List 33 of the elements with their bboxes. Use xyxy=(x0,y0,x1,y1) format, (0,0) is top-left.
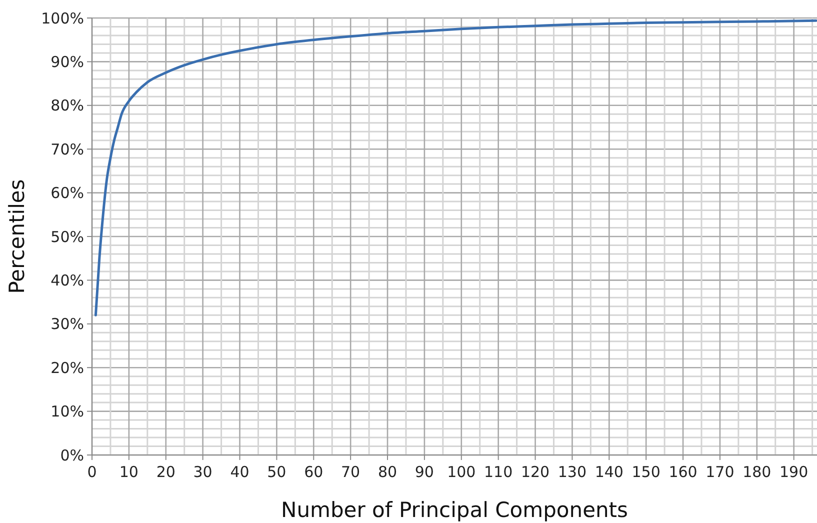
y-tick-label: 90% xyxy=(50,52,84,71)
x-tick-label: 10 xyxy=(119,463,138,481)
y-tick-label: 40% xyxy=(50,271,84,290)
y-axis-title: Percentiles xyxy=(5,179,29,294)
y-tick-label: 30% xyxy=(50,315,84,334)
x-tick-label: 110 xyxy=(484,463,513,481)
y-tick-label: 0% xyxy=(60,446,84,464)
x-tick-label: 130 xyxy=(558,463,587,481)
x-axis-title: Number of Principal Components xyxy=(281,498,628,522)
x-tick-label: 0 xyxy=(87,463,97,481)
x-tick-label: 90 xyxy=(414,463,434,481)
x-tick-label: 80 xyxy=(378,463,398,481)
x-tick-label: 60 xyxy=(304,463,324,481)
x-tick-label: 190 xyxy=(780,463,808,481)
y-tick-label: 50% xyxy=(50,228,84,246)
y-tick-label: 70% xyxy=(50,140,84,158)
x-tick-label: 70 xyxy=(341,463,360,481)
y-tick-label: 80% xyxy=(50,96,84,115)
x-tick-label: 50 xyxy=(267,463,286,481)
x-tick-label: 30 xyxy=(193,463,212,481)
x-tick-label: 40 xyxy=(230,463,250,481)
x-tick-label: 140 xyxy=(594,463,624,481)
x-tick-label: 120 xyxy=(520,463,550,481)
x-tick-label: 100 xyxy=(447,463,476,481)
y-tick-label: 20% xyxy=(50,358,84,377)
x-tick-label: 180 xyxy=(742,463,772,481)
y-tick-label: 60% xyxy=(50,184,84,202)
x-tick-label: 150 xyxy=(632,463,660,481)
x-tick-label: 160 xyxy=(668,463,698,481)
x-tick-label: 20 xyxy=(156,463,176,481)
y-tick-label: 100% xyxy=(41,9,84,28)
y-tick-label: 10% xyxy=(50,402,84,421)
x-tick-label: 170 xyxy=(706,463,734,481)
